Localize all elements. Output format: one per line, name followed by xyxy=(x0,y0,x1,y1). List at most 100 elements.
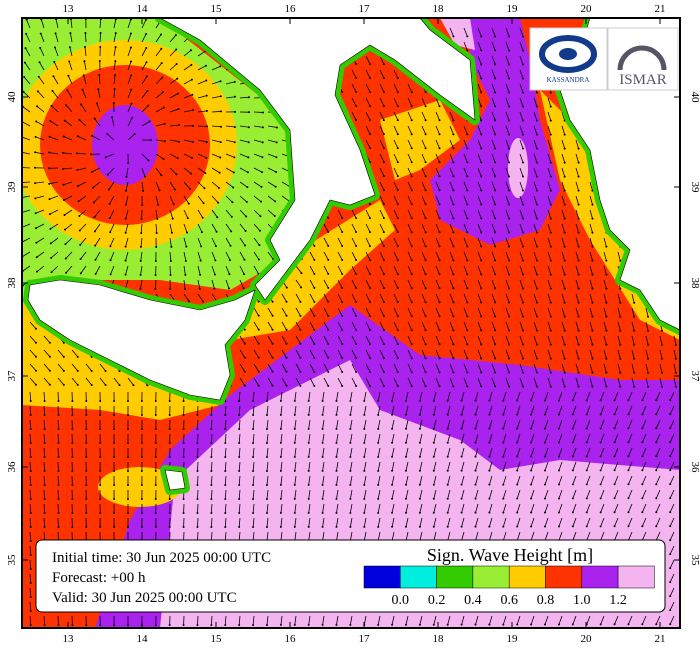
wave-arrow-head xyxy=(160,48,162,50)
wave-arrow-head xyxy=(480,147,482,149)
wave-arrow-head xyxy=(522,176,524,178)
wave-arrow-head xyxy=(248,96,250,98)
wave-arrow-head xyxy=(196,456,198,458)
wave-arrow-head xyxy=(258,315,260,317)
wave-arrow-head xyxy=(155,428,157,430)
wave-arrow-head xyxy=(391,456,393,458)
wave-arrow-head xyxy=(452,231,454,233)
wave-arrow-head xyxy=(231,201,233,203)
wave-arrow-head xyxy=(248,126,250,128)
wave-arrow-head xyxy=(558,623,560,625)
wave-arrow-head xyxy=(591,344,593,346)
wave-arrow-head xyxy=(280,498,282,500)
wave-arrow-head xyxy=(502,414,504,416)
wave-arrow-head xyxy=(550,148,552,150)
wave-arrow-head xyxy=(564,134,566,136)
wave-arrow-head xyxy=(369,287,371,289)
wave-arrow-head xyxy=(641,413,643,415)
wave-arrow-head xyxy=(466,357,468,359)
wave-arrow-head xyxy=(669,623,671,625)
wave-arrow-head xyxy=(369,343,371,345)
wave-arrow-head xyxy=(201,231,203,233)
wave-arrow-head xyxy=(369,91,371,93)
wave-arrow-head xyxy=(178,141,180,143)
wave-arrow-head xyxy=(591,302,593,304)
wave-arrow-head xyxy=(474,526,476,528)
wave-arrow-head xyxy=(44,498,46,500)
wave-arrow-head xyxy=(452,301,454,303)
wave-arrow-head xyxy=(252,414,254,416)
wave-arrow-head xyxy=(452,189,454,191)
wave-arrow-head xyxy=(675,358,677,360)
wave-arrow-head xyxy=(299,357,301,359)
wave-arrow-head xyxy=(425,273,427,275)
wave-arrow-head xyxy=(600,413,602,415)
wave-arrow-head xyxy=(127,428,129,430)
wave-arrow-head xyxy=(647,330,649,332)
wave-arrow-head xyxy=(164,140,166,142)
wave-arrow-head xyxy=(536,386,538,388)
wave-arrow-head xyxy=(99,428,101,430)
wave-arrow-head xyxy=(488,470,490,472)
wave-arrow-head xyxy=(38,61,40,63)
wave-arrow-head xyxy=(205,157,207,159)
wave-arrow-head xyxy=(480,105,482,107)
wave-arrow-head xyxy=(405,498,407,500)
wave-arrow-head xyxy=(578,344,580,346)
wave-arrow-head xyxy=(272,371,274,373)
wave-arrow-head xyxy=(349,512,351,514)
wave-arrow-head xyxy=(600,455,602,457)
wave-arrow-head xyxy=(536,204,538,206)
wave-arrow-head xyxy=(247,156,249,158)
legend-swatch xyxy=(582,566,618,588)
wave-arrow-head xyxy=(192,141,194,143)
wave-arrow-head xyxy=(308,498,310,500)
wave-arrow-head xyxy=(322,470,324,472)
wave-arrow-head xyxy=(335,526,337,528)
wave-arrow-head xyxy=(578,288,580,290)
wave-arrow-head xyxy=(411,105,413,107)
wave-arrow-head xyxy=(591,204,593,206)
wave-arrow-head xyxy=(141,400,143,402)
wave-arrow-head xyxy=(219,172,221,174)
wave-arrow-head xyxy=(675,386,677,388)
wave-arrow-head xyxy=(480,203,482,205)
wave-arrow-head xyxy=(480,189,482,191)
wave-arrow-head xyxy=(99,414,101,416)
wave-arrow-head xyxy=(199,288,201,290)
wave-arrow-head xyxy=(578,372,580,374)
wave-arrow-head xyxy=(234,111,236,113)
wave-arrow-head xyxy=(272,315,274,317)
wave-arrow-head xyxy=(171,232,173,234)
wave-arrow-head xyxy=(183,428,185,430)
wave-arrow-head xyxy=(474,442,476,444)
wave-arrow-head xyxy=(397,371,399,373)
wave-arrow-head xyxy=(494,357,496,359)
wave-arrow-head xyxy=(383,287,385,289)
wave-arrow-head xyxy=(280,624,282,626)
wave-arrow-head xyxy=(516,470,518,472)
legend-swatch xyxy=(364,566,400,588)
wave-arrow-head xyxy=(341,315,343,317)
wave-arrow-head xyxy=(452,133,454,135)
wave-arrow-head xyxy=(76,169,78,171)
wave-arrow-head xyxy=(425,329,427,331)
wave-arrow-head xyxy=(522,64,524,66)
wave-arrow-head xyxy=(419,624,421,626)
wave-arrow-head xyxy=(200,260,202,262)
wave-arrow-head xyxy=(425,231,427,233)
wave-arrow-head xyxy=(322,400,324,402)
wave-arrow-head xyxy=(578,316,580,318)
wave-arrow-head xyxy=(516,428,518,430)
wave-arrow-head xyxy=(391,512,393,514)
wave-arrow-head xyxy=(522,204,524,206)
wave-arrow-head xyxy=(210,526,212,528)
wave-arrow-head xyxy=(294,484,296,486)
wave-arrow-head xyxy=(228,273,230,275)
wave-arrow-head xyxy=(93,216,95,218)
wave-arrow-head xyxy=(308,624,310,626)
wave-arrow-head xyxy=(280,428,282,430)
wave-arrow-head xyxy=(536,134,538,136)
wave-arrow-head xyxy=(383,63,385,65)
wave-arrow-head xyxy=(30,540,32,542)
